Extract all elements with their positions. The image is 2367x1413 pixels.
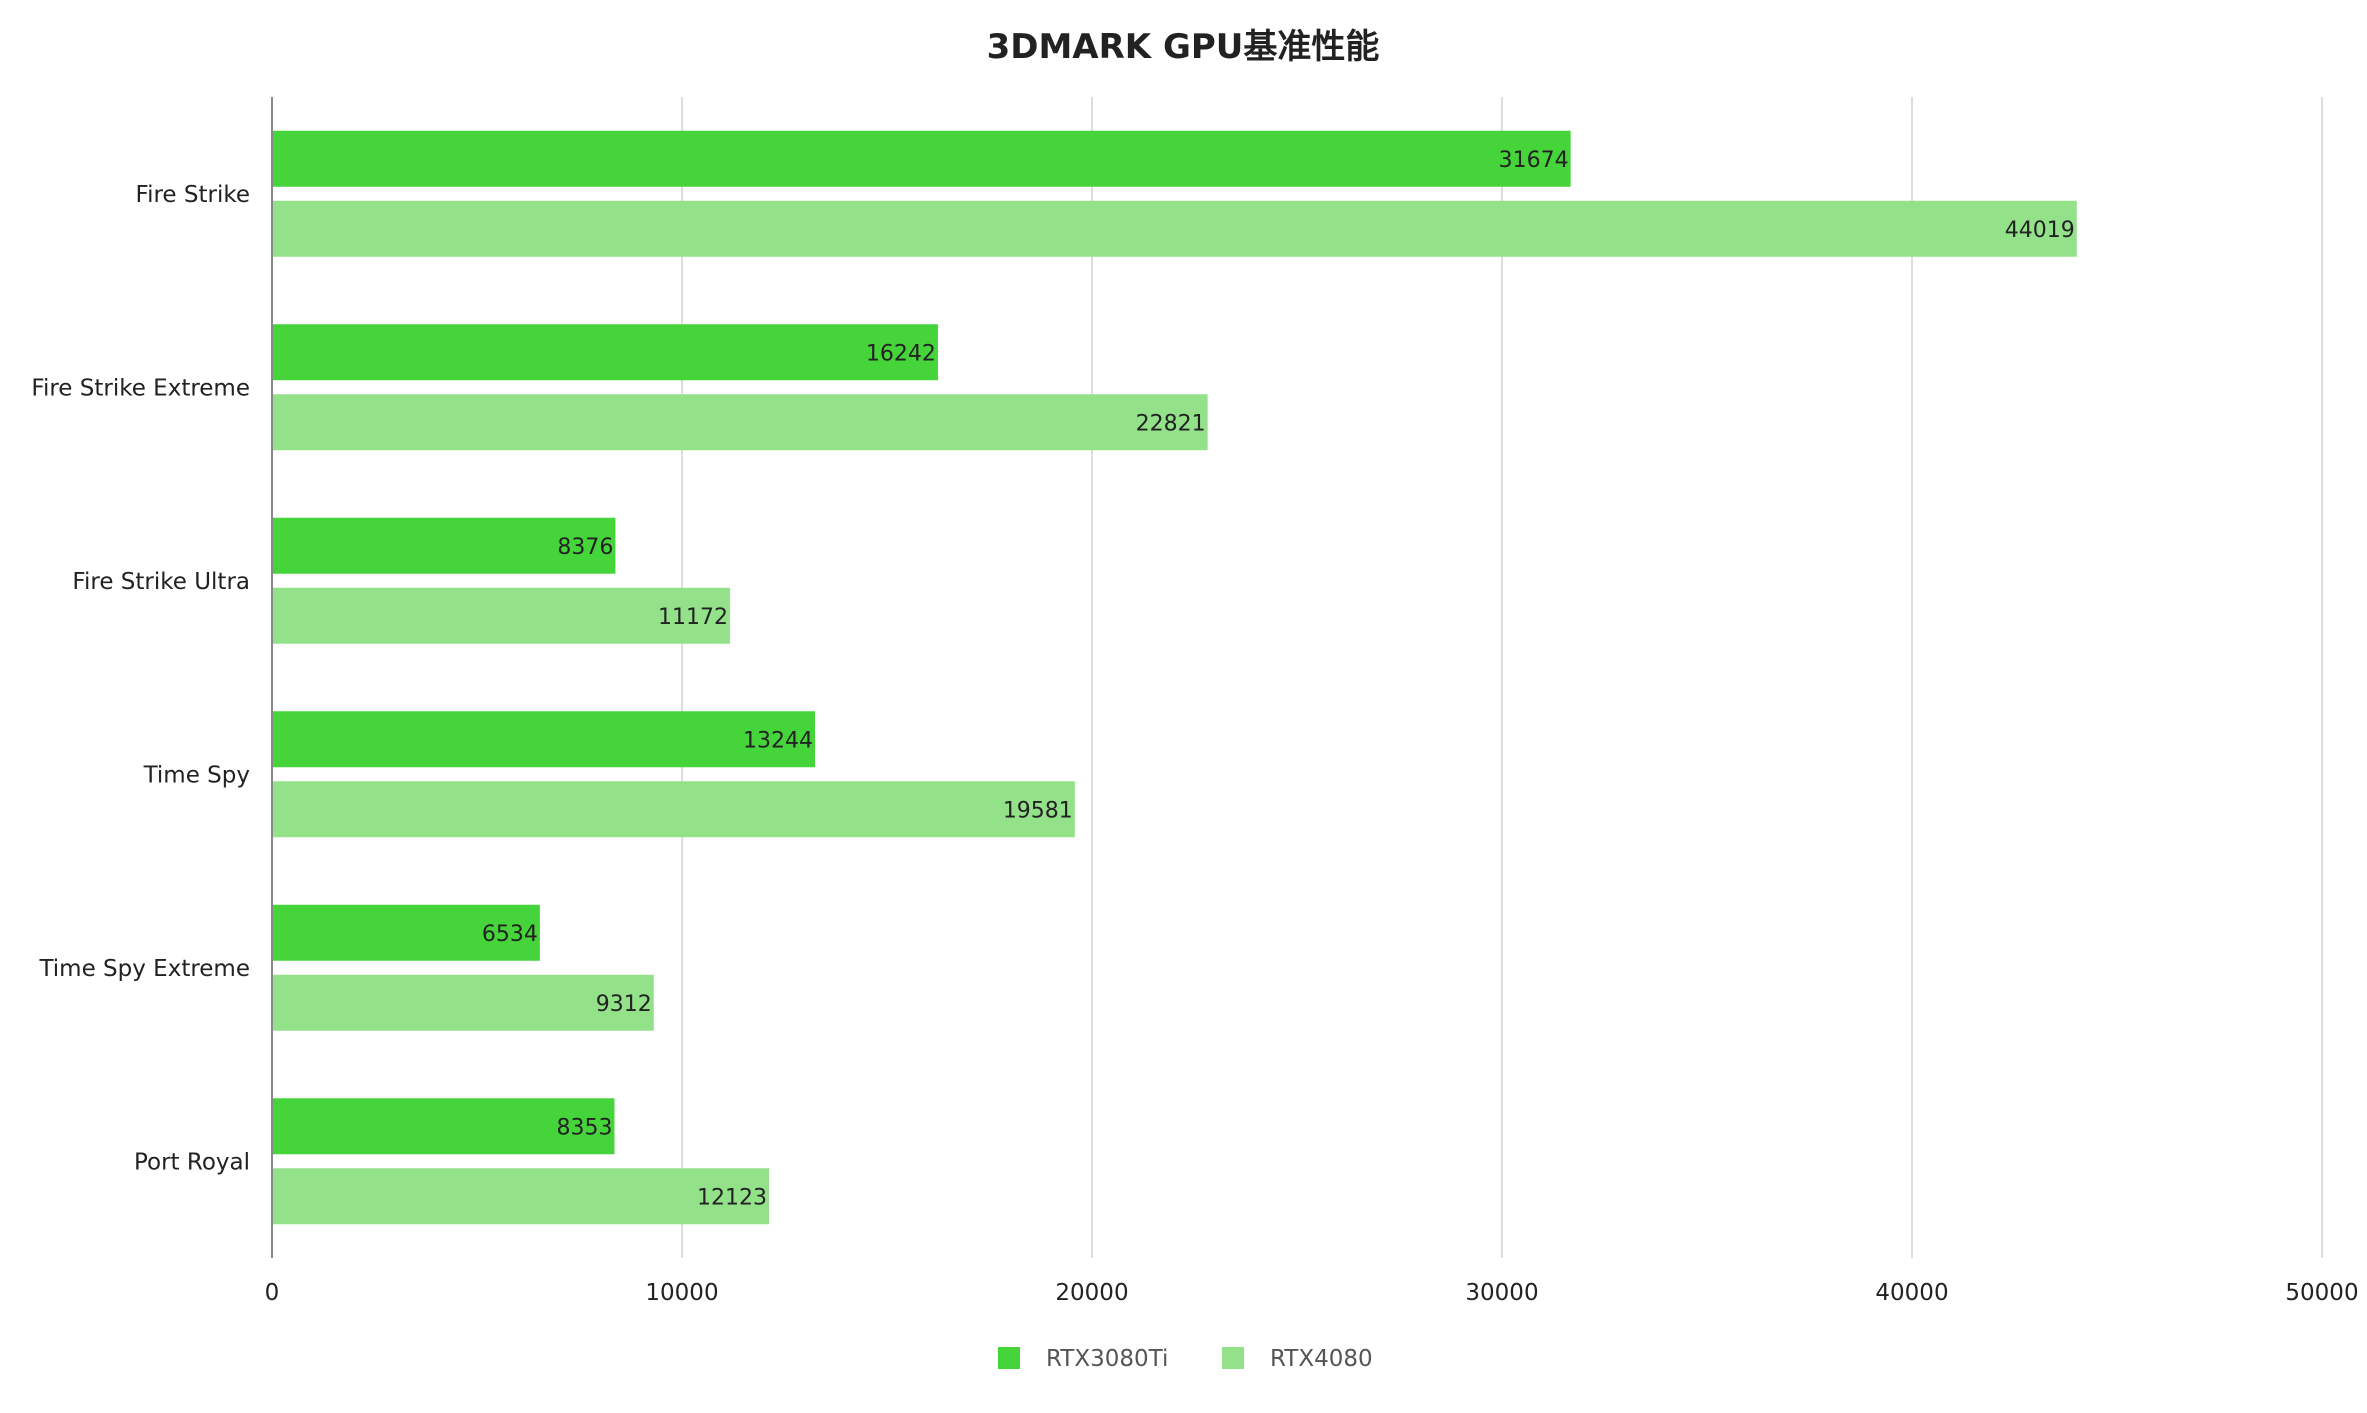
- category-label: Fire Strike Ultra: [72, 569, 250, 595]
- bar: [272, 394, 1208, 451]
- data-label: 22821: [1136, 411, 1206, 436]
- legend-swatch: [1222, 1347, 1244, 1369]
- axes: 0 10000 20000 30000 40000 50000 Fire Strike Fir…: [31, 97, 2359, 1306]
- x-tick-label: 20000: [1055, 1280, 1128, 1306]
- data-label: 8376: [557, 535, 613, 560]
- data-label: 6534: [482, 922, 538, 947]
- legend-label: RTX4080: [1270, 1346, 1373, 1372]
- data-label: 13244: [743, 728, 813, 753]
- bar: [272, 200, 2077, 257]
- legend: RTX3080Ti RTX4080: [998, 1346, 1373, 1372]
- x-tick-label: 50000: [2285, 1280, 2358, 1306]
- bar: [272, 587, 731, 644]
- bar: [272, 904, 540, 961]
- bar: [272, 324, 938, 381]
- chart-title: 3DMARK GPU基准性能: [987, 27, 1380, 67]
- x-tick-label: 40000: [1875, 1280, 1948, 1306]
- bar: [272, 130, 1571, 187]
- bar: [272, 974, 654, 1031]
- data-label: 16242: [866, 341, 936, 366]
- bar: [272, 781, 1075, 838]
- legend-label: RTX3080Ti: [1046, 1346, 1168, 1372]
- x-tick-label: 0: [265, 1280, 280, 1306]
- legend-swatch: [998, 1347, 1020, 1369]
- category-label: Fire Strike: [136, 182, 250, 208]
- data-label: 44019: [2005, 218, 2075, 243]
- bar: [272, 711, 816, 768]
- data-label: 19581: [1003, 798, 1073, 823]
- bars: 31674 44019 16242 22821 8376 11172 13244 19581 6…: [272, 130, 2077, 1225]
- data-label: 12123: [697, 1185, 767, 1210]
- grid-lines: [681, 97, 2323, 1258]
- bar: [272, 1098, 615, 1155]
- category-label: Time Spy: [143, 762, 250, 788]
- bar: [272, 1168, 770, 1225]
- data-label: 8353: [556, 1115, 612, 1140]
- x-tick-label: 30000: [1465, 1280, 1538, 1306]
- bar: [272, 517, 616, 574]
- data-label: 11172: [658, 605, 728, 630]
- x-tick-label: 10000: [645, 1280, 718, 1306]
- category-label: Time Spy Extreme: [38, 956, 250, 982]
- category-label: Fire Strike Extreme: [31, 375, 250, 401]
- data-label: 9312: [596, 992, 652, 1017]
- category-label: Port Royal: [134, 1149, 250, 1175]
- data-label: 31674: [1499, 148, 1569, 173]
